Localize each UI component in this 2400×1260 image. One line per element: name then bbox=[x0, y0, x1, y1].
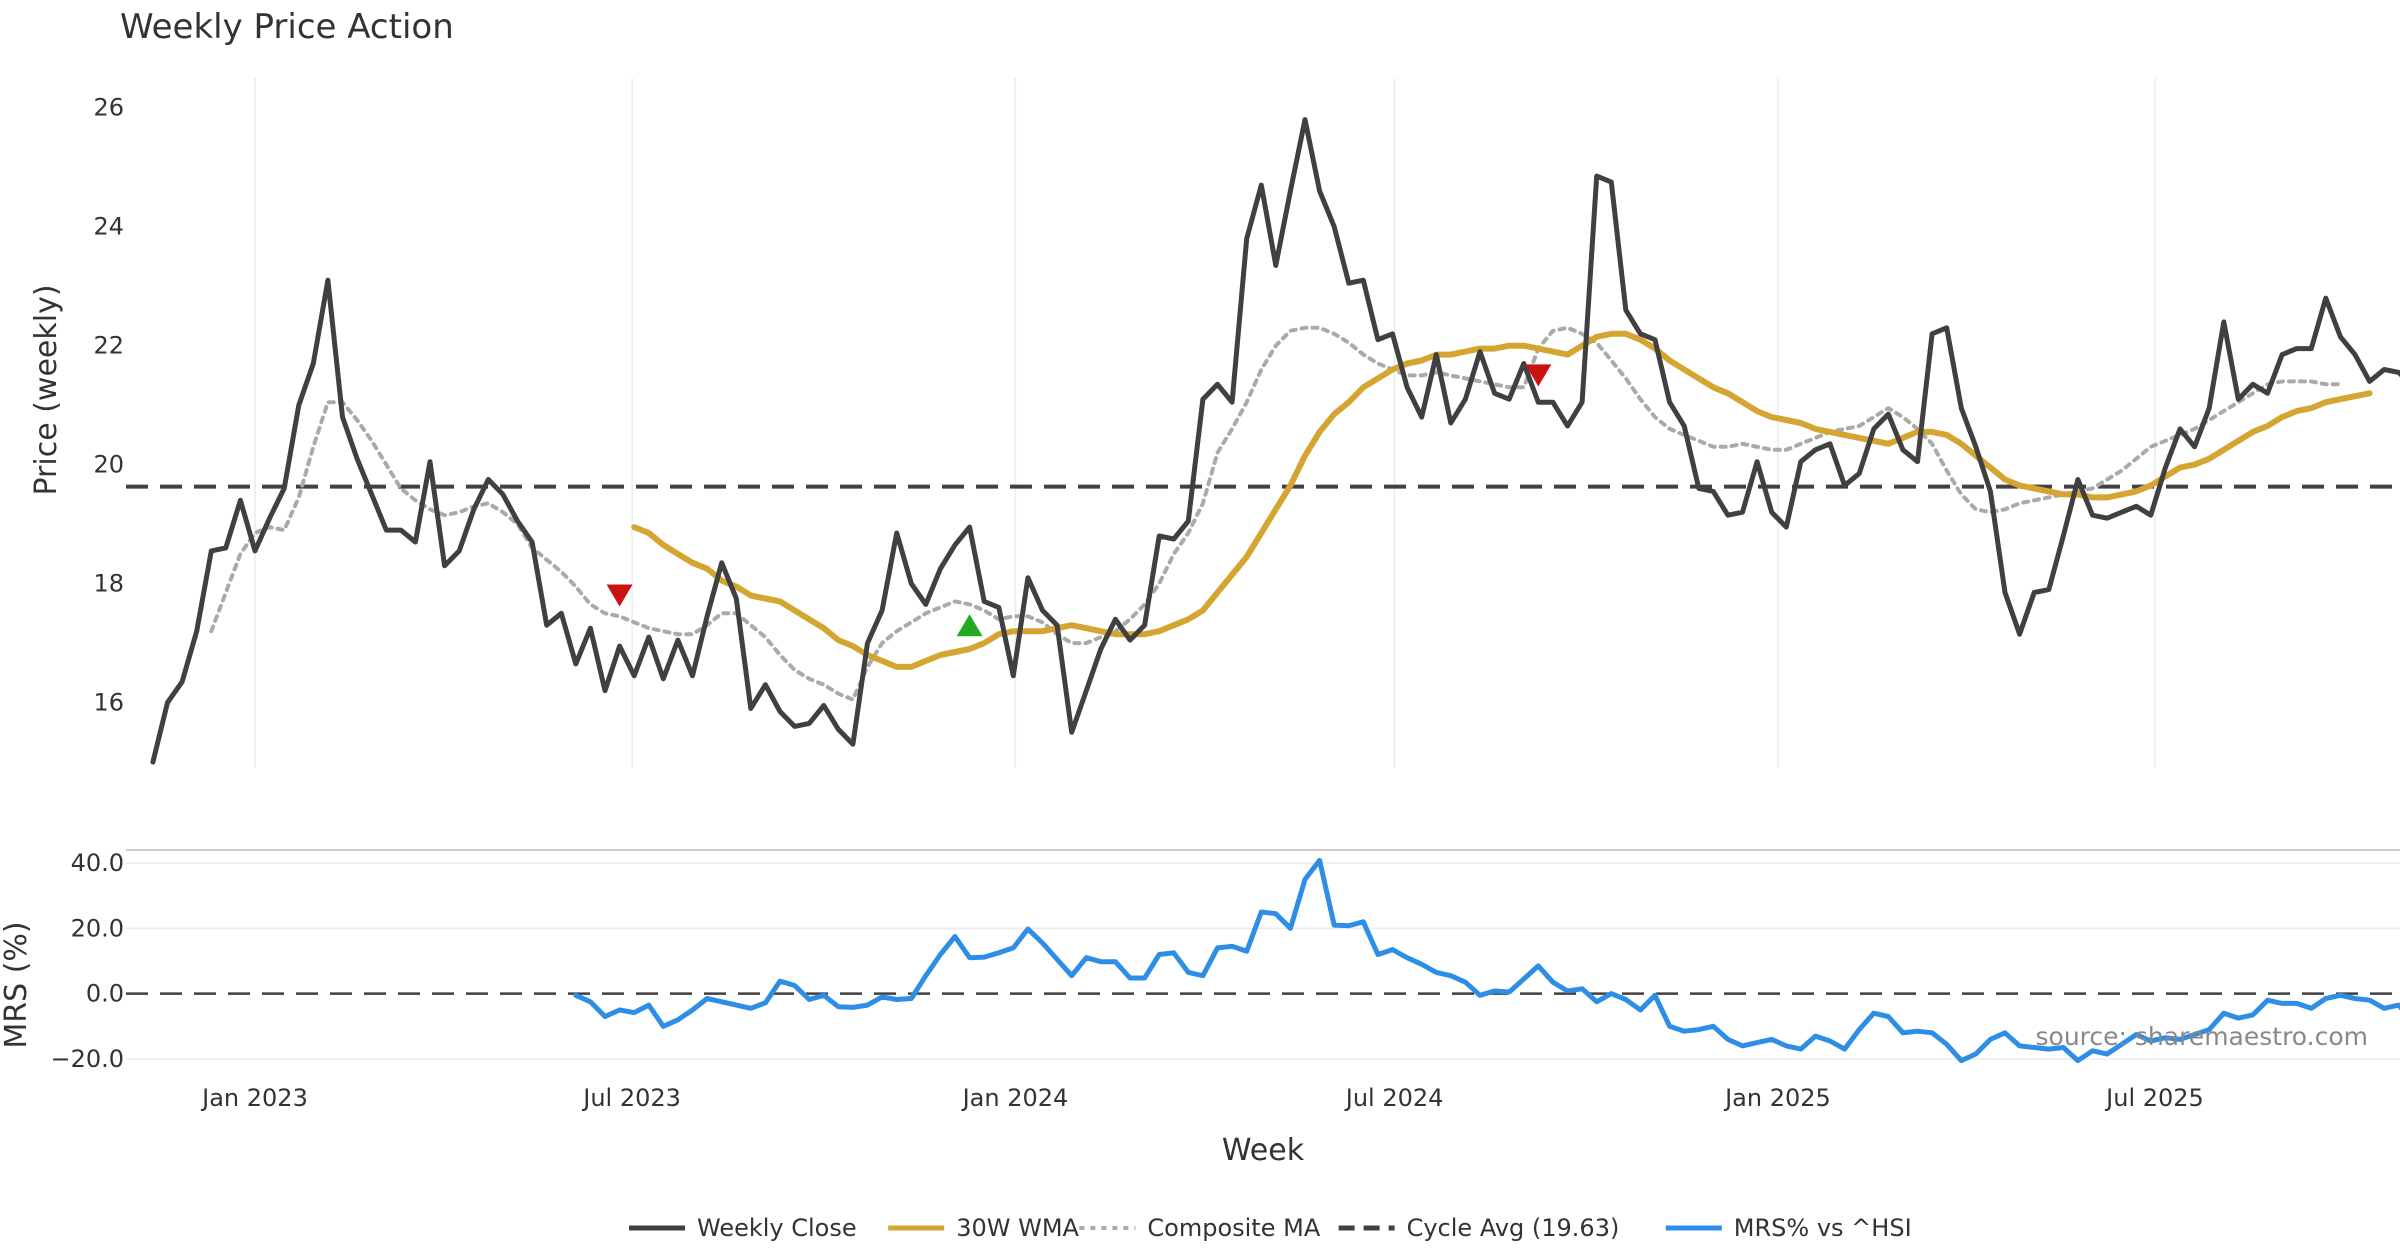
x-tick-label: Jul 2023 bbox=[581, 1084, 681, 1112]
legend-label: Cycle Avg (19.63) bbox=[1407, 1214, 1620, 1242]
series-30w-wma bbox=[631, 330, 2373, 670]
price-ytick-label: 16 bbox=[93, 689, 124, 717]
sell-signal-marker bbox=[606, 584, 633, 607]
legend-label: Weekly Close bbox=[697, 1214, 857, 1242]
source-label: source: sharemaestro.com bbox=[2036, 1022, 2369, 1051]
mrs-y-ticks: 40.0 20.0 0.0 −20.0 bbox=[50, 849, 124, 1073]
price-series-group bbox=[126, 117, 2400, 765]
price-ytick-label: 22 bbox=[93, 332, 124, 360]
price-ytick-label: 20 bbox=[93, 451, 124, 479]
signal-markers bbox=[606, 364, 1552, 637]
price-ytick-label: 26 bbox=[93, 94, 124, 122]
x-tick-label: Jan 2025 bbox=[1723, 1084, 1831, 1112]
legend-label: MRS% vs ^HSI bbox=[1734, 1214, 1912, 1242]
legend: Weekly Close 30W WMA Composite MA Cycle Avg… bbox=[629, 1214, 1912, 1242]
legend-item-30w-wma: 30W WMA bbox=[888, 1214, 1080, 1242]
mrs-ytick-label: 20.0 bbox=[71, 914, 124, 942]
price-gridlines bbox=[254, 78, 2156, 768]
x-ticks: Jan 2023 Jul 2023 Jan 2024 Jul 2024 Jan 2025… bbox=[200, 1084, 2204, 1112]
legend-item-composite-ma: Composite MA bbox=[1079, 1214, 1321, 1242]
price-ytick-label: 18 bbox=[93, 570, 124, 598]
sell-signal-marker bbox=[1525, 364, 1552, 387]
chart-title: Weekly Price Action bbox=[120, 7, 454, 47]
legend-item-mrs-vs-hsi: MRS% vs ^HSI bbox=[1665, 1214, 1912, 1242]
price-y-ticks: 16 18 20 22 24 26 bbox=[93, 94, 124, 717]
x-axis-label: Week bbox=[1222, 1133, 1305, 1168]
price-ytick-label: 24 bbox=[93, 213, 124, 241]
x-tick-label: Jan 2023 bbox=[200, 1084, 308, 1112]
mrs-ytick-label: 0.0 bbox=[86, 980, 124, 1008]
series-weekly-close bbox=[150, 117, 2400, 765]
legend-label: Composite MA bbox=[1147, 1214, 1320, 1242]
legend-item-weekly-close: Weekly Close bbox=[629, 1214, 857, 1242]
x-tick-label: Jan 2024 bbox=[961, 1084, 1069, 1112]
series-mrs-vs-hsi bbox=[573, 857, 2400, 1064]
mrs-y-axis-label: MRS (%) bbox=[0, 921, 34, 1048]
mrs-ytick-label: 40.0 bbox=[71, 849, 124, 877]
price-y-axis-label: Price (weekly) bbox=[29, 284, 64, 495]
buy-signal-marker bbox=[956, 614, 983, 637]
legend-item-cycle-avg-19-63: Cycle Avg (19.63) bbox=[1338, 1214, 1620, 1242]
mrs-gridlines bbox=[126, 849, 2400, 1060]
mrs-ytick-label: −20.0 bbox=[50, 1045, 124, 1073]
mrs-series-group bbox=[126, 857, 2400, 1064]
x-tick-label: Jul 2025 bbox=[2104, 1084, 2204, 1112]
x-tick-label: Jul 2024 bbox=[1344, 1084, 1444, 1112]
legend-label: 30W WMA bbox=[956, 1214, 1079, 1242]
series-composite-ma bbox=[209, 325, 2343, 702]
